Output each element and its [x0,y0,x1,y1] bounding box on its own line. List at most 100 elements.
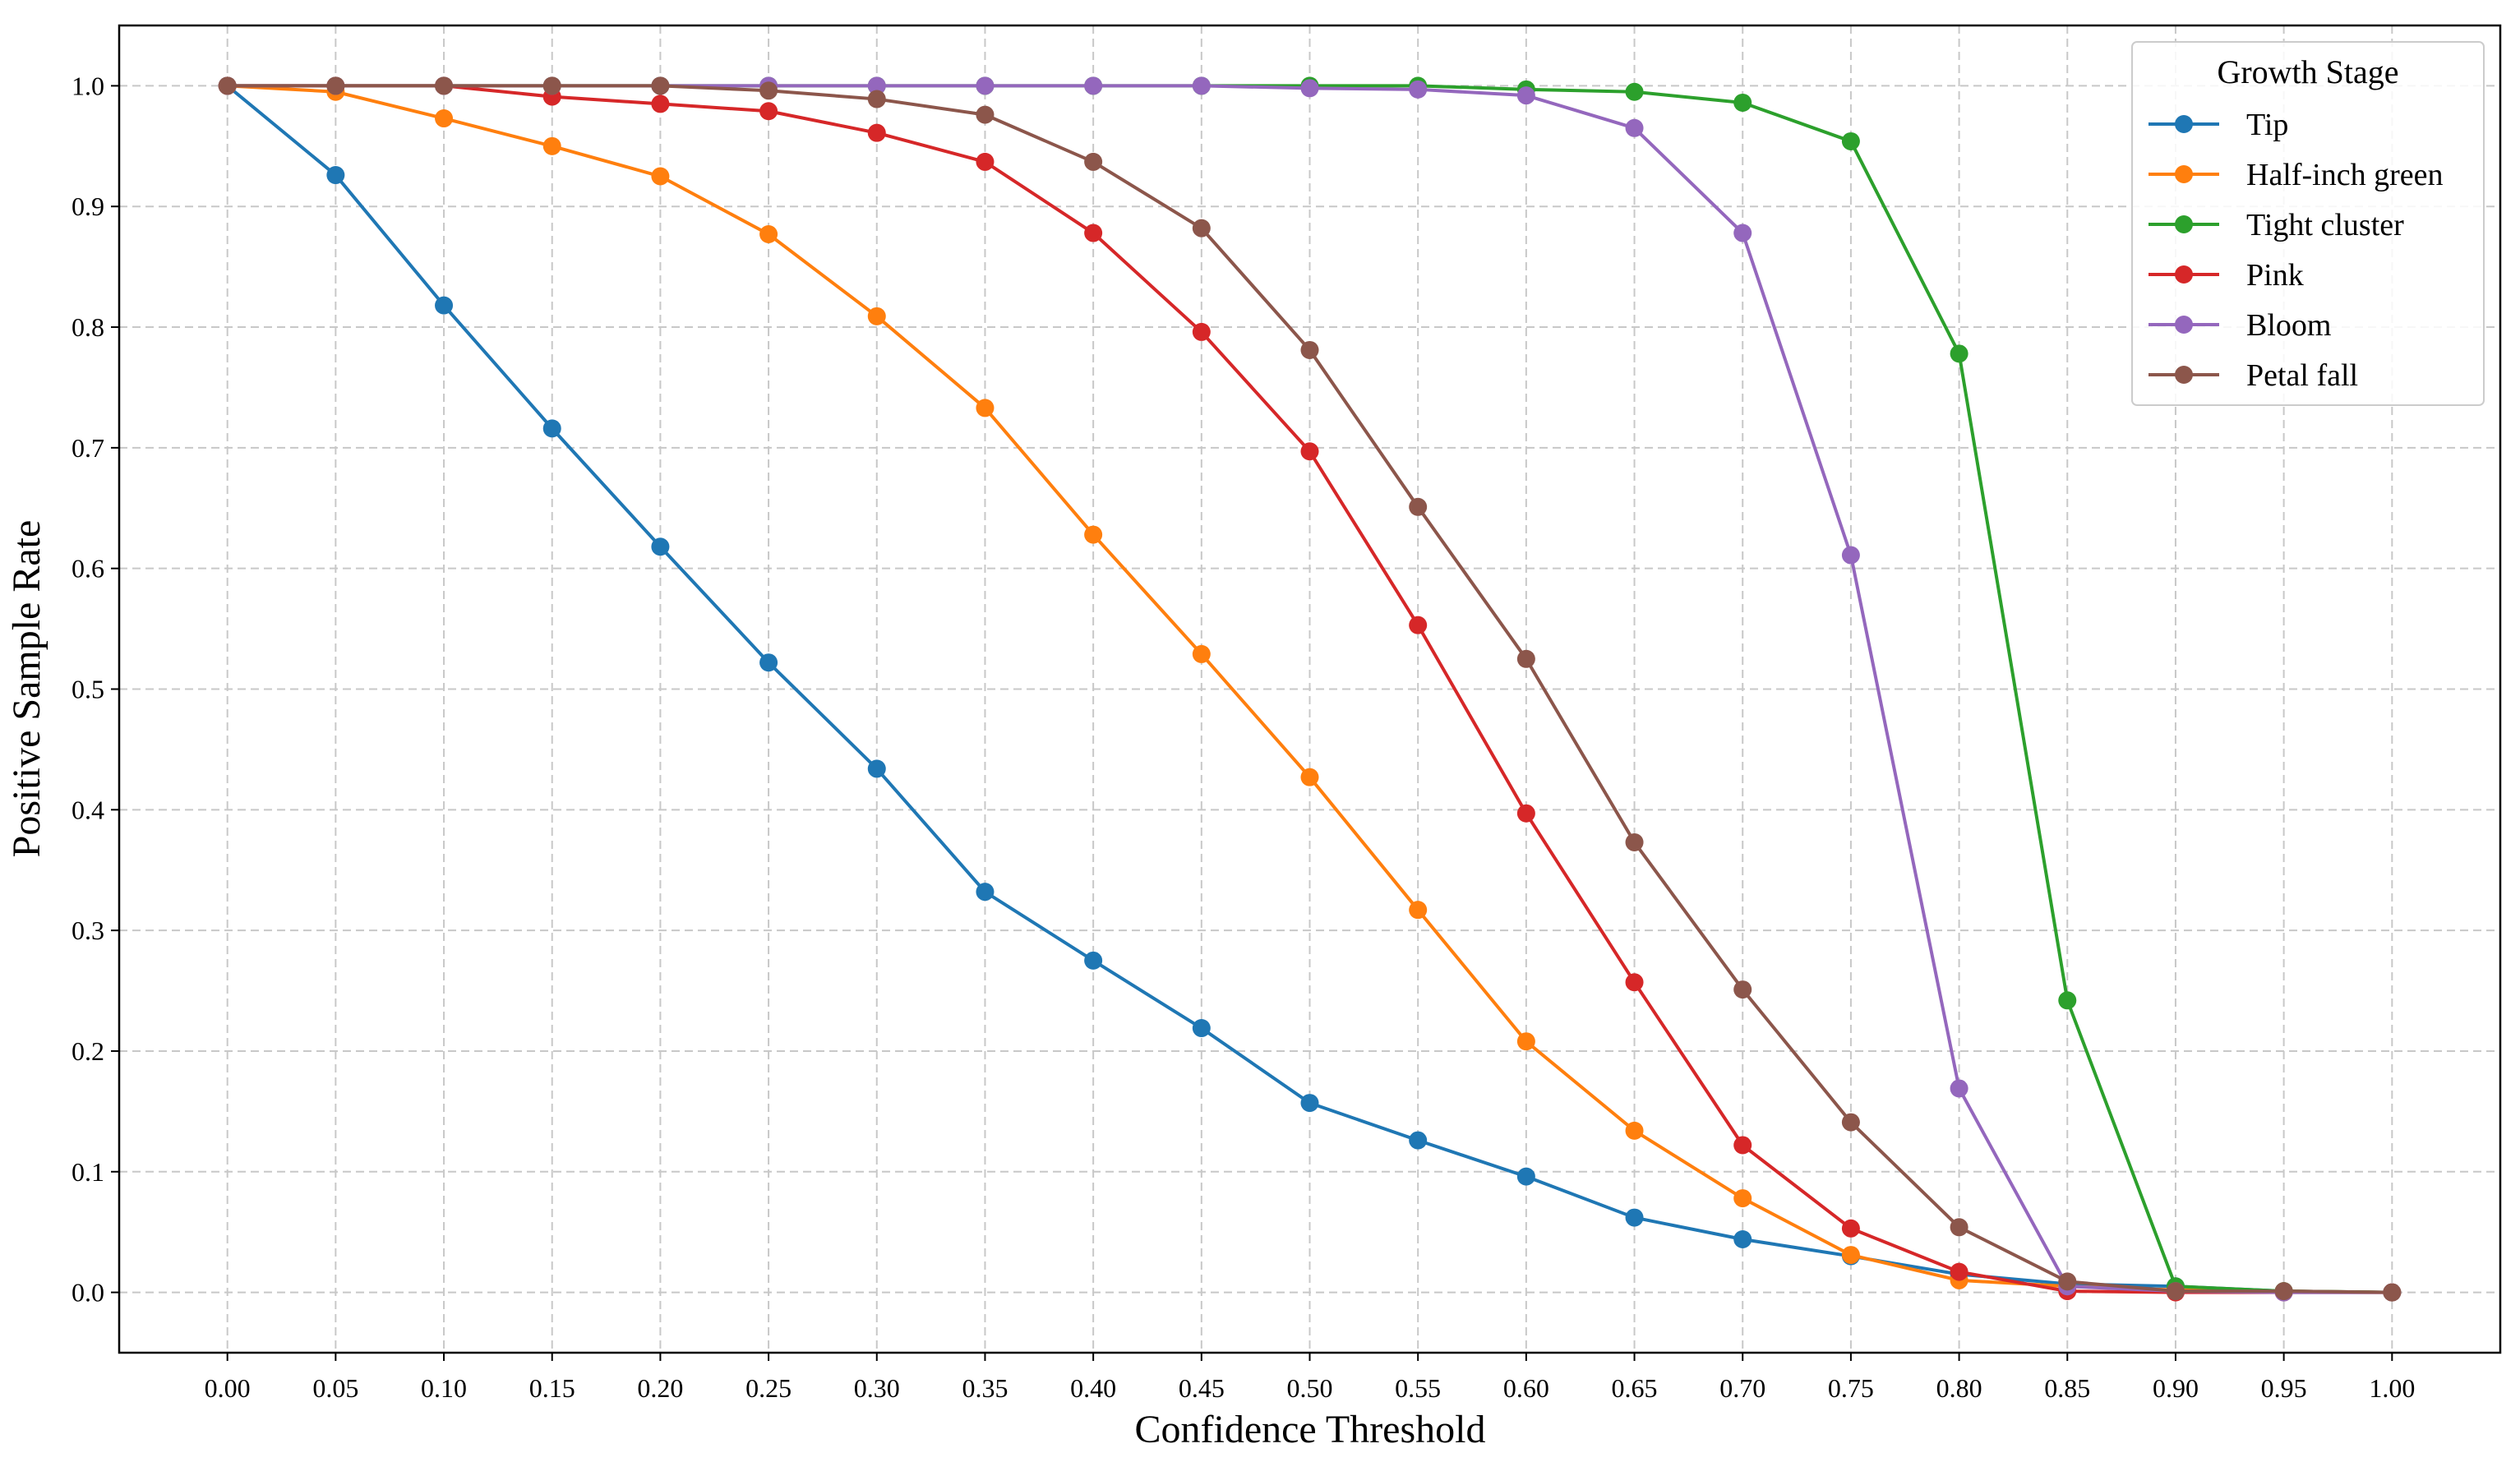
y-axis-label: Positive Sample Rate [5,520,48,858]
data-point [1516,1167,1535,1186]
data-point [435,296,454,315]
legend-label: Pink [2246,258,2304,293]
x-tick-label: 0.70 [1719,1373,1765,1403]
x-tick-label: 0.20 [637,1373,683,1403]
data-point [542,136,561,155]
data-point [1950,1079,1968,1098]
data-point [1625,973,1644,992]
data-point [326,76,345,95]
data-point [1733,1136,1752,1155]
data-point [542,76,561,95]
data-point [759,102,778,121]
y-tick-label: 0.9 [72,191,104,221]
data-point [651,537,670,556]
legend: Growth Stage Tip Half-inch green Tight clus… [2131,41,2485,406]
data-point [1733,93,1752,112]
x-tick-label: 0.50 [1287,1373,1333,1403]
data-point [1625,1121,1644,1140]
data-point [542,419,561,438]
y-tick-label: 0.8 [72,312,104,342]
data-point [867,90,886,108]
legend-label: Petal fall [2246,358,2358,393]
data-point [1625,1208,1644,1227]
data-point [1300,768,1319,786]
data-point [1733,1189,1752,1208]
data-point [759,81,778,100]
y-tick-label: 0.6 [72,554,104,583]
x-tick-label: 0.10 [421,1373,467,1403]
y-tick-label: 0.1 [72,1157,104,1187]
x-tick-label: 0.60 [1503,1373,1549,1403]
data-point [1733,980,1752,999]
x-tick-label: 0.25 [745,1373,792,1403]
data-point [1733,224,1752,242]
data-point [867,76,886,95]
legend-marker [2175,316,2193,334]
data-point [2058,991,2077,1010]
data-point [976,76,995,95]
data-point [867,759,886,778]
data-point [1300,442,1319,461]
data-point [1409,1131,1428,1150]
data-point [1084,224,1103,242]
data-point [1084,951,1103,970]
x-axis-label: Confidence Threshold [1134,1408,1485,1451]
data-point [1409,80,1428,99]
legend-marker [2175,215,2193,233]
data-point [1841,131,1860,150]
data-point [1950,344,1968,363]
x-tick-label: 0.75 [1828,1373,1874,1403]
data-point [1516,804,1535,823]
data-point [1192,1019,1211,1038]
data-point [651,167,670,186]
legend-marker [2175,165,2193,183]
data-point [218,76,237,95]
data-point [2058,1272,2077,1291]
data-point [1516,86,1535,105]
data-point [976,152,995,171]
data-point [1733,1229,1752,1248]
data-point [976,399,995,417]
data-point [1625,82,1644,101]
data-point [1841,1113,1860,1132]
data-point [1192,219,1211,238]
data-point [1516,1032,1535,1051]
data-point [326,166,345,185]
y-tick-label: 0.2 [72,1036,104,1066]
data-point [1300,1094,1319,1113]
legend-marker [2175,265,2193,284]
legend-marker [2175,115,2193,133]
x-tick-label: 0.45 [1179,1373,1225,1403]
plot-frame [118,24,2502,1354]
data-point [651,76,670,95]
data-point [1950,1262,1968,1281]
data-point [1409,901,1428,920]
data-point [1300,340,1319,359]
x-tick-label: 0.85 [2044,1373,2090,1403]
x-tick-label: 0.40 [1070,1373,1116,1403]
legend-box [2131,41,2485,406]
legend-title: Growth Stage [2217,53,2398,90]
legend-label: Half-inch green [2246,158,2444,192]
data-point [1192,76,1211,95]
x-tick-label: 0.80 [1936,1373,1982,1403]
y-tick-label: 0.7 [72,433,104,463]
data-point [1841,1219,1860,1238]
legend-marker [2175,366,2193,384]
x-tick-label: 0.65 [1612,1373,1658,1403]
data-point [867,307,886,325]
y-tick-label: 0.3 [72,915,104,945]
data-point [1841,1246,1860,1265]
x-tick-label: 0.00 [205,1373,251,1403]
data-point [435,76,454,95]
x-tick-label: 0.35 [962,1373,1008,1403]
data-point [759,653,778,672]
data-point [651,95,670,113]
y-tick-label: 0.4 [72,795,104,824]
data-point [1084,152,1103,171]
data-point [1084,76,1103,95]
data-point [1625,118,1644,137]
